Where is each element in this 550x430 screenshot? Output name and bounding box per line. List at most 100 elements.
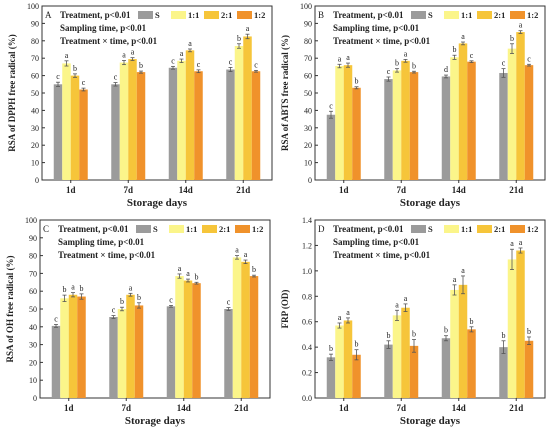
bar [516,32,525,180]
y-tick-label: 30 [31,124,39,133]
x-axis-title: Storage days [400,197,461,209]
y-tick-label: 0 [33,394,37,403]
bar [384,79,393,180]
bar [409,345,419,398]
x-tick-label: 21d [236,185,250,195]
significance-letter: a [188,39,192,48]
legend-label: S [428,10,433,20]
significance-letter: a [461,266,465,275]
y-tick-label: 90 [304,19,312,28]
bar [467,329,476,398]
significance-letter: a [244,250,248,259]
stat-annotation: Sampling time, p<0.01 [333,23,420,33]
y-tick-label: 70 [29,269,37,278]
bar [194,71,203,180]
significance-letter: c [112,306,116,315]
bar [79,89,88,180]
legend-label: S [153,224,158,234]
legend-swatch [510,11,525,19]
panel-label: B [318,10,324,20]
legend-label: 1:1 [461,10,472,20]
chart-panel-d: 0.00.20.40.60.81.01.21.41dbaab7dbaab14db… [280,216,546,427]
bar [343,320,353,398]
legend-label: 1:2 [527,224,538,234]
legend-label: 2:1 [219,224,230,234]
significance-letter: b [137,293,141,302]
legend-swatch [510,225,525,233]
bar [166,306,176,398]
y-tick-label: 20 [31,141,39,150]
y-tick-label: 20 [304,141,312,150]
stat-annotation: Treatment, p<0.01 [58,224,129,234]
bar [507,48,517,180]
significance-letter: c [470,51,474,60]
significance-letter: a [71,283,75,292]
significance-letter: d [444,65,448,74]
legend-swatch [169,225,184,233]
legend-swatch [444,225,459,233]
significance-letter: a [338,54,342,63]
bar [450,289,459,398]
x-tick-label: 7d [121,403,131,413]
significance-letter: c [54,314,58,323]
y-axis-title: RSA of ABTS free radical (%) [280,35,290,151]
stat-annotation: Sampling time, p<0.01 [333,237,420,247]
legend-label: 2:1 [494,10,505,20]
y-tick-label: 0.6 [302,318,312,327]
bar [243,36,252,181]
bar [249,276,259,398]
significance-letter: c [254,60,258,69]
y-tick-label: 70 [304,54,312,63]
bar [60,298,69,398]
significance-letter: a [346,308,350,317]
x-axis-title: Storage days [127,197,188,209]
significance-letter: a [404,49,408,58]
y-tick-label: 40 [31,106,39,115]
significance-letter: a [395,300,399,309]
stat-annotation: Sampling time, p<0.01 [58,237,145,247]
stat-annotation: Treatment × time, p<0.01 [60,36,158,46]
bar [117,309,127,398]
legend-label: 1:1 [188,10,199,20]
y-tick-label: 100 [27,2,39,11]
bar [326,114,336,180]
x-tick-label: 21d [509,403,523,413]
y-tick-label: 0.2 [302,369,312,378]
bar [352,87,361,180]
significance-letter: a [519,21,523,30]
bar [241,261,250,398]
x-tick-label: 21d [234,403,248,413]
significance-letter: c [56,72,60,81]
legend-swatch [136,225,151,233]
legend-swatch [444,11,459,19]
bar [251,71,261,180]
significance-letter: c [114,73,118,82]
x-tick-label: 1d [339,185,349,195]
significance-letter: c [229,57,233,66]
y-tick-label: 1.0 [302,267,312,276]
bar [499,72,508,180]
legend-swatch [235,225,250,233]
significance-letter: a [519,238,523,247]
legend-swatch [171,11,186,19]
significance-letter: b [502,331,506,340]
y-tick-label: 0.4 [302,343,312,352]
panel-label: A [45,10,52,20]
bar [128,59,137,180]
x-tick-label: 7d [396,403,406,413]
x-axis-title: Storage days [400,415,461,427]
stat-annotation: Treatment, p<0.01 [333,10,404,20]
legend-swatch [138,11,153,19]
bar [109,317,118,398]
bar [524,65,534,180]
significance-letter: c [169,295,173,304]
bar [343,65,353,180]
significance-letter: a [180,49,184,58]
bar [126,294,135,398]
stat-annotation: Treatment × time, p<0.01 [58,250,156,260]
significance-letter: c [171,56,175,65]
bar [232,257,242,398]
significance-letter: a [129,283,133,292]
